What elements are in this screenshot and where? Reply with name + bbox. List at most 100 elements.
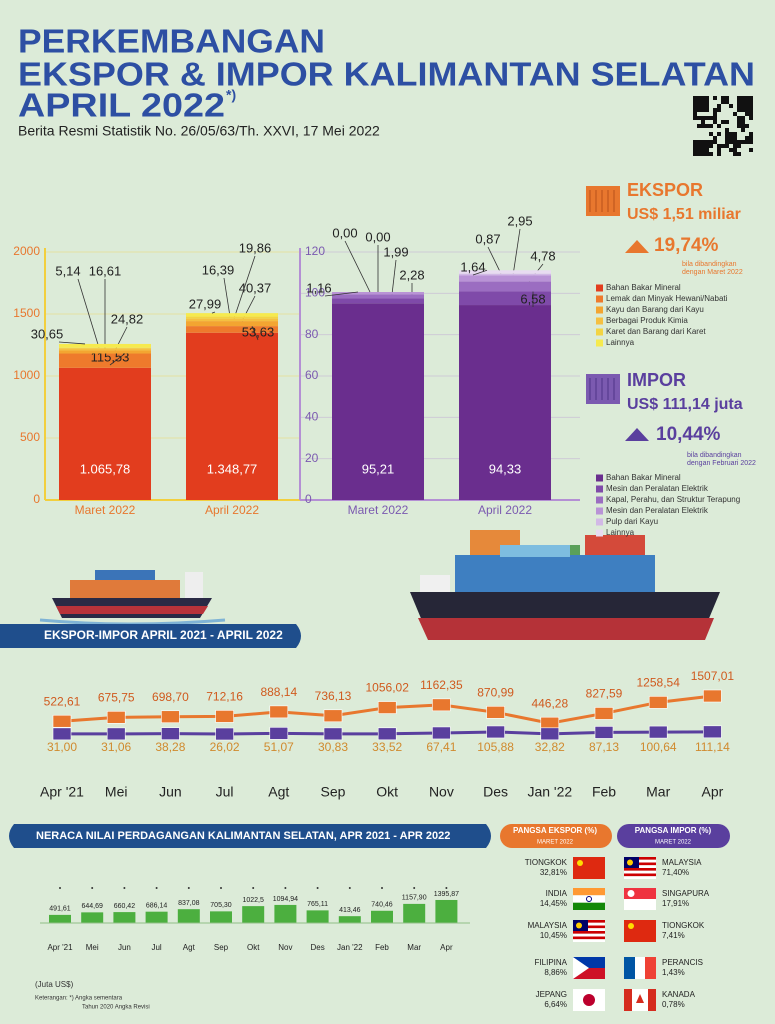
point-marker — [486, 706, 505, 719]
qr-cell — [725, 96, 729, 100]
value-label: 1056,02 — [366, 681, 410, 695]
legend-swatch — [596, 317, 603, 325]
qr-cell — [745, 140, 749, 144]
x-tick-label: April 2022 — [478, 503, 532, 517]
title-line: APRIL 2022 — [18, 87, 225, 124]
x-tick-label: Mar — [407, 943, 421, 952]
qr-cell — [693, 144, 697, 148]
flag — [573, 957, 605, 979]
qr-cell — [713, 108, 717, 112]
qr-cell — [737, 104, 741, 108]
flag-part — [573, 957, 605, 968]
value-label: 1162,35 — [420, 678, 463, 692]
bar — [177, 909, 200, 923]
bar-segment — [59, 348, 151, 351]
qr-cell — [745, 112, 749, 116]
bar-segment — [332, 294, 424, 299]
qr-cell — [717, 132, 721, 136]
legend-label: Lainnya — [606, 528, 635, 537]
point-marker — [432, 726, 451, 740]
qr-cell — [737, 96, 741, 100]
flag-part — [573, 895, 605, 903]
flag-part — [624, 862, 656, 866]
value-label: 51,07 — [264, 740, 294, 754]
qr-cell — [693, 112, 697, 116]
x-tick-label: Des — [483, 784, 508, 800]
qr-cell — [729, 132, 733, 136]
point-marker — [52, 727, 72, 741]
qr-cell — [749, 136, 753, 140]
qr-cell — [705, 100, 709, 104]
leader-line — [77, 278, 100, 348]
ship-small — [39, 570, 226, 626]
qr-cell — [717, 152, 721, 156]
bar-segment — [186, 326, 278, 333]
bar-segment — [459, 281, 551, 292]
flag-part — [573, 922, 605, 926]
bar — [81, 912, 104, 923]
x-tick-label: Okt — [247, 943, 260, 952]
value-label: 1157,90 — [402, 895, 427, 902]
point-marker — [106, 727, 126, 741]
value-label: 31,06 — [101, 740, 131, 754]
flag-part — [573, 957, 589, 979]
qr-cell — [705, 96, 709, 100]
value-label: 888,14 — [260, 685, 297, 699]
point-marker — [486, 725, 505, 739]
qr-cell — [725, 132, 729, 136]
value-label: 24,82 — [111, 311, 144, 326]
qr-cell — [749, 140, 753, 144]
x-tick-label: Jul — [151, 943, 161, 952]
flag-part — [573, 920, 605, 923]
qr-cell — [701, 100, 705, 104]
value-label: 698,70 — [152, 690, 189, 704]
dot — [284, 887, 287, 889]
x-tick-label: Jan '22 — [527, 784, 572, 800]
x-tick-label: Des — [310, 943, 324, 952]
x-tick-label: Sep — [214, 943, 229, 952]
qr-cell — [705, 152, 709, 156]
country-name: JEPANG — [536, 990, 567, 999]
x-tick-label: Apr '21 — [47, 943, 73, 952]
dot — [348, 887, 351, 889]
qr-cell — [737, 144, 741, 148]
country-share: 8,86% — [544, 968, 567, 977]
flag-part — [573, 928, 605, 931]
qr-cell — [729, 104, 733, 108]
x-tick-label: Agt — [268, 784, 289, 800]
legend-swatch — [596, 485, 603, 493]
legend-label: Bahan Bakar Mineral — [606, 473, 681, 482]
partner-title: PANGSA EKSPOR (%) — [513, 826, 597, 835]
x-tick-label: Mei — [86, 943, 99, 952]
qr-cell — [693, 108, 697, 112]
legend-label: Mesin dan Peralatan Elektrik — [606, 484, 709, 493]
qr-cell — [725, 144, 729, 148]
legend-swatch — [596, 306, 603, 314]
ship-large — [410, 530, 720, 640]
point-marker — [594, 726, 614, 739]
x-tick-label: Jul — [216, 784, 234, 800]
flag — [624, 920, 656, 942]
bar-segment — [59, 343, 151, 348]
value-label: 870,99 — [477, 685, 514, 699]
summary-change: 19,74% — [654, 235, 719, 256]
qr-cell — [733, 132, 737, 136]
point-marker — [269, 705, 289, 719]
legend-label: Mesin dan Peralatan Elektrik — [606, 506, 709, 515]
qr-cell — [741, 124, 745, 128]
pill — [617, 824, 730, 848]
legend-swatch — [596, 474, 603, 482]
flag-part — [645, 957, 656, 979]
point-marker — [377, 701, 397, 714]
value-label: 100,64 — [640, 740, 677, 754]
dot — [220, 887, 222, 889]
qr-cell — [721, 96, 725, 100]
value-label: 32,82 — [535, 740, 565, 754]
qr-cell — [717, 108, 721, 112]
flag — [573, 989, 605, 1011]
summary-label: IMPOR — [627, 370, 686, 390]
y-tick-label: 80 — [305, 327, 319, 341]
value-label: 38,28 — [155, 740, 185, 754]
value-label: 1507,01 — [691, 669, 735, 683]
bar — [338, 916, 361, 923]
